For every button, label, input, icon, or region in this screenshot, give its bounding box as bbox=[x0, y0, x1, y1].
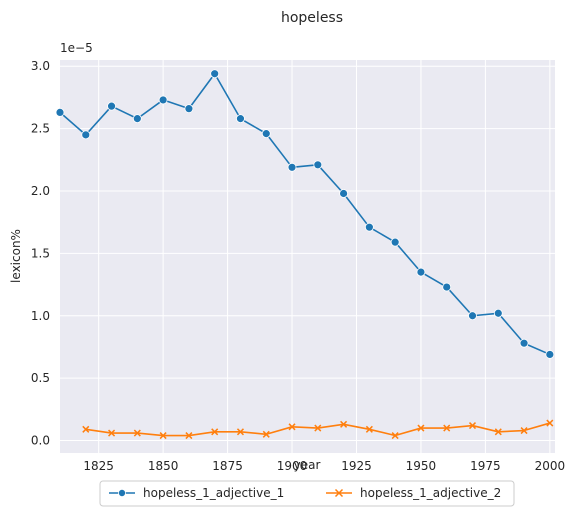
series-1-point bbox=[416, 267, 426, 277]
series-1-point bbox=[493, 308, 503, 318]
y-tick-label: 0.5 bbox=[31, 371, 50, 385]
legend-marker-series-1 bbox=[118, 488, 127, 497]
x-tick-label: 1975 bbox=[470, 459, 501, 473]
series-2-point bbox=[443, 424, 451, 432]
series-2-point bbox=[468, 422, 477, 430]
series-1-point bbox=[390, 237, 400, 247]
series-2-point bbox=[314, 424, 322, 432]
series-2-point bbox=[236, 428, 244, 436]
series-1-point bbox=[519, 338, 529, 348]
y-axis-ticks: 0.0 0.5 1.0 1.5 2.0 2.5 3.0 bbox=[31, 59, 50, 447]
y-scale-note: 1e−5 bbox=[60, 41, 93, 55]
x-tick-label: 1825 bbox=[83, 459, 114, 473]
series-1-point bbox=[81, 130, 91, 140]
legend-marker-series-2 bbox=[334, 488, 344, 498]
series-2-point bbox=[365, 425, 373, 433]
y-tick-label: 1.0 bbox=[31, 309, 50, 323]
x-tick-label: 2000 bbox=[535, 459, 566, 473]
y-tick-label: 2.0 bbox=[31, 184, 50, 198]
plot-area bbox=[60, 60, 555, 453]
series-2-point bbox=[520, 427, 528, 435]
series-1-point bbox=[184, 104, 194, 114]
x-tick-label: 1925 bbox=[341, 459, 372, 473]
series-2-point bbox=[288, 423, 296, 431]
y-tick-label: 0.0 bbox=[31, 434, 50, 448]
series-1-point bbox=[339, 189, 348, 198]
series-1-point bbox=[442, 282, 452, 292]
legend-label-series-2: hopeless_1_adjective_2 bbox=[360, 486, 501, 500]
series-1-point bbox=[364, 222, 374, 232]
series-2-point bbox=[82, 425, 90, 433]
series-2-point bbox=[494, 428, 502, 436]
series-1-point bbox=[545, 350, 555, 359]
series-2-point bbox=[211, 428, 219, 436]
y-tick-label: 1.5 bbox=[31, 246, 50, 260]
series-2-point bbox=[340, 420, 348, 428]
y-tick-label: 3.0 bbox=[31, 59, 50, 73]
x-tick-label: 1900 bbox=[277, 459, 308, 473]
series-1-point bbox=[210, 69, 220, 79]
x-tick-label: 1875 bbox=[212, 459, 243, 473]
legend-label-series-1: hopeless_1_adjective_1 bbox=[143, 486, 284, 500]
series-1-point bbox=[158, 95, 168, 105]
series-1-line bbox=[59, 72, 551, 356]
series-2-point bbox=[159, 432, 167, 440]
x-axis-label: year bbox=[294, 458, 321, 472]
series-2 bbox=[82, 419, 554, 440]
chart-title: hopeless bbox=[281, 10, 343, 26]
series-2-point bbox=[417, 424, 425, 432]
y-tick-label: 2.5 bbox=[31, 122, 50, 136]
series-layer bbox=[55, 69, 555, 440]
series-1-point bbox=[132, 114, 142, 124]
series-1-point bbox=[468, 311, 477, 321]
series-2-point bbox=[185, 432, 193, 440]
series-2-point bbox=[133, 429, 141, 437]
series-1-point bbox=[107, 101, 116, 111]
series-1 bbox=[55, 69, 555, 359]
series-2-point bbox=[262, 430, 270, 438]
series-1-point bbox=[236, 114, 245, 124]
series-1-point bbox=[287, 162, 297, 172]
series-2-point bbox=[108, 429, 116, 437]
legend-box bbox=[99, 480, 515, 507]
series-1-point bbox=[261, 129, 271, 139]
legend: hopeless_1_adjective_1 hopeless_1_adject… bbox=[99, 480, 515, 507]
series-2-point bbox=[546, 419, 554, 427]
x-axis-ticks: 1825 1850 1875 1900 1925 1950 1975 2000 bbox=[83, 459, 565, 473]
y-axis-label: lexicon% bbox=[9, 229, 23, 283]
series-2-point bbox=[391, 432, 399, 440]
x-tick-label: 1850 bbox=[148, 459, 179, 473]
x-tick-label: 1950 bbox=[406, 459, 437, 473]
series-1-point bbox=[55, 108, 65, 117]
series-1-point bbox=[313, 160, 323, 170]
